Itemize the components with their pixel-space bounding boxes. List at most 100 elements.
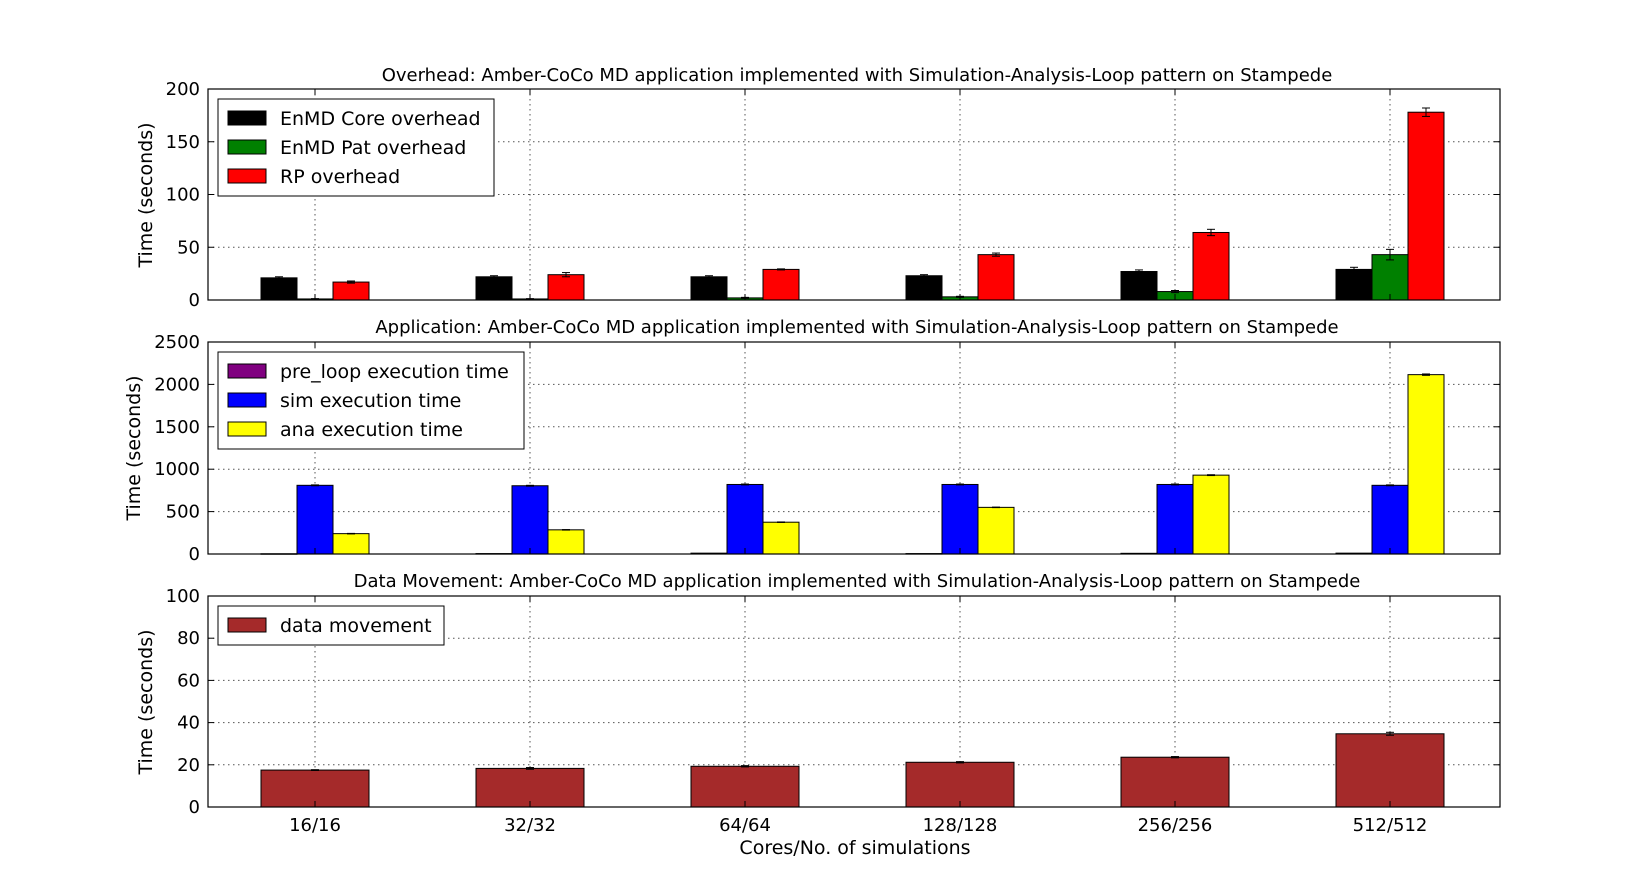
x-tick-label-64-64: 64/64	[719, 815, 771, 836]
data-movement-bar-data-movement-64-64	[690, 765, 800, 808]
data-movement-error-bar	[311, 769, 319, 771]
application-error-bar	[311, 484, 319, 487]
application-legend-label-pre-loop-execution-time: pre_loop execution time	[280, 361, 509, 383]
data-movement-bars	[260, 731, 1445, 808]
overhead-error-bar	[490, 275, 498, 279]
application-bar-ana-execution-time-256-256	[1192, 474, 1230, 555]
overhead-y-ticks: 0 50 100 150 200	[166, 79, 1500, 311]
overhead-bar-rp-overhead-32-32	[547, 274, 585, 301]
overhead-y-tick-label: 100	[166, 185, 200, 206]
overhead-bar-rp-overhead-256-256	[1192, 231, 1230, 301]
overhead-legend: EnMD Core overhead EnMD Pat overhead RP ov…	[217, 98, 495, 197]
overhead-error-bar	[1135, 269, 1143, 274]
overhead-error-bar	[992, 252, 1000, 257]
x-tick-label-256-256: 256/256	[1138, 815, 1213, 836]
data-movement-error-bar	[1171, 756, 1179, 759]
application-bar-ana-execution-time-512-512	[1407, 374, 1445, 555]
application-panel: Application: Amber-CoCo MD application i…	[123, 317, 1501, 565]
application-y-tick-label: 2000	[154, 374, 200, 395]
overhead-y-axis-label: Time (seconds)	[135, 122, 157, 268]
overhead-bar-rp-overhead-512-512	[1407, 111, 1445, 301]
application-bar-sim-execution-time-512-512	[1371, 484, 1409, 555]
data-movement-bar-data-movement-32-32	[475, 767, 585, 808]
overhead-error-bar	[920, 274, 928, 278]
overhead-error-bar	[1207, 228, 1215, 237]
overhead-bar-enmd-core-overhead-128-128	[905, 275, 943, 301]
data-movement-plot-frame	[207, 595, 1501, 808]
data-movement-bar-data-movement-16-16	[260, 769, 370, 808]
x-axis-label: Cores/No. of simulations	[739, 837, 970, 859]
data-movement-panel: Data Movement: Amber-CoCo MD application…	[135, 571, 1501, 859]
overhead-error-bar	[562, 272, 570, 278]
application-bar-ana-execution-time-128-128	[977, 506, 1015, 555]
overhead-legend-label-enmd-pat-overhead: EnMD Pat overhead	[280, 137, 466, 159]
data-movement-y-ticks: 0 20 40 60 80 100	[166, 586, 1500, 818]
application-error-bar	[1171, 483, 1179, 486]
x-tick-label-16-16: 16/16	[289, 815, 341, 836]
application-chart-title: Application: Amber-CoCo MD application i…	[375, 317, 1338, 338]
application-error-bar	[777, 521, 785, 523]
application-y-tick-label: 500	[166, 502, 200, 523]
overhead-error-bar	[777, 268, 785, 271]
application-legend-swatch-ana-execution-time	[227, 421, 267, 437]
overhead-y-tick-label: 200	[166, 79, 200, 100]
data-movement-bar-data-movement-128-128	[905, 761, 1015, 808]
overhead-legend-swatch-enmd-pat-overhead	[227, 139, 267, 155]
data-movement-y-tick-label: 40	[177, 713, 200, 734]
application-bar-ana-execution-time-16-16	[332, 533, 370, 555]
application-legend-box	[217, 351, 525, 450]
application-legend-label-ana-execution-time: ana execution time	[280, 419, 463, 441]
data-movement-error-bar	[1386, 731, 1394, 736]
overhead-y-tick-label: 50	[177, 237, 200, 258]
application-bar-ana-execution-time-64-64	[762, 521, 800, 555]
application-legend-swatch-sim-execution-time	[227, 392, 267, 408]
application-plot-frame	[207, 341, 1501, 555]
application-bar-sim-execution-time-16-16	[296, 484, 334, 555]
application-legend-swatch-pre-loop-execution-time	[227, 363, 267, 379]
data-movement-legend: data movement	[217, 605, 445, 646]
x-tick-label-512-512: 512/512	[1353, 815, 1428, 836]
overhead-y-tick-label: 150	[166, 132, 200, 153]
application-bar-sim-execution-time-64-64	[726, 483, 764, 555]
overhead-bar-rp-overhead-64-64	[762, 268, 800, 301]
application-bar-sim-execution-time-128-128	[941, 483, 979, 555]
application-error-bar	[1207, 474, 1215, 477]
overhead-bar-enmd-core-overhead-32-32	[475, 276, 513, 301]
overhead-error-bar	[1422, 107, 1430, 117]
overhead-bar-enmd-core-overhead-16-16	[260, 277, 298, 301]
application-error-bar	[1422, 373, 1430, 376]
overhead-error-bar	[1386, 248, 1394, 261]
application-error-bar	[956, 483, 964, 486]
overhead-error-bar	[1350, 266, 1358, 273]
application-error-bar	[741, 483, 749, 486]
overhead-panel: Overhead: Amber-CoCo MD application impl…	[135, 65, 1501, 311]
application-y-tick-label: 1500	[154, 417, 200, 438]
overhead-legend-label-enmd-core-overhead: EnMD Core overhead	[280, 108, 481, 130]
application-y-tick-label: 2500	[154, 332, 200, 353]
application-bar-ana-execution-time-32-32	[547, 529, 585, 555]
application-error-bar	[1386, 484, 1394, 487]
application-legend: pre_loop execution time sim execution tim…	[217, 351, 525, 450]
application-error-bar	[562, 529, 570, 531]
overhead-error-bar	[1171, 290, 1179, 294]
overhead-error-bar	[705, 275, 713, 279]
application-bar-sim-execution-time-32-32	[511, 485, 549, 555]
overhead-bar-rp-overhead-16-16	[332, 281, 370, 301]
data-movement-legend-label-data-movement: data movement	[280, 615, 432, 637]
data-movement-error-bar	[741, 765, 749, 768]
data-movement-y-tick-label: 60	[177, 670, 200, 691]
overhead-y-tick-label: 0	[189, 290, 200, 311]
data-movement-error-bar	[526, 767, 534, 770]
overhead-bar-rp-overhead-128-128	[977, 254, 1015, 301]
overhead-bar-enmd-core-overhead-512-512	[1335, 268, 1373, 301]
overhead-bar-enmd-pat-overhead-512-512	[1371, 254, 1409, 301]
application-error-bar	[347, 532, 355, 535]
data-movement-y-axis-label: Time (seconds)	[135, 629, 157, 775]
overhead-legend-label-rp-overhead: RP overhead	[280, 166, 400, 188]
data-movement-y-tick-label: 100	[166, 586, 200, 607]
application-legend-label-sim-execution-time: sim execution time	[280, 390, 461, 412]
data-movement-y-tick-label: 0	[189, 797, 200, 818]
application-y-ticks: 0 500 1000 1500 2000 2500	[154, 332, 1500, 565]
x-axis-ticks: 16/16 32/32 64/64 128/128 256/256 512/512	[289, 815, 1427, 836]
